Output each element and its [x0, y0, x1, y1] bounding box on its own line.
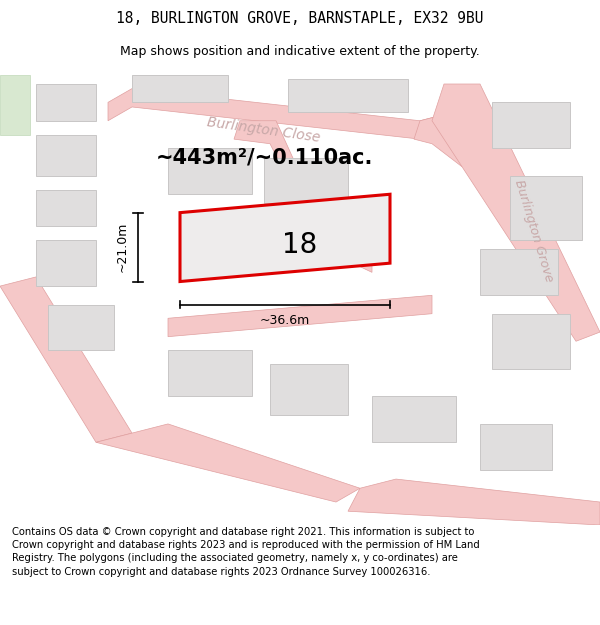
Polygon shape	[168, 148, 252, 194]
Polygon shape	[510, 176, 582, 240]
Polygon shape	[492, 314, 570, 369]
Polygon shape	[168, 351, 252, 396]
Text: Contains OS data © Crown copyright and database right 2021. This information is : Contains OS data © Crown copyright and d…	[12, 527, 480, 576]
Text: ~21.0m: ~21.0m	[116, 222, 129, 272]
Text: Burlington Close: Burlington Close	[206, 115, 322, 145]
Polygon shape	[480, 424, 552, 470]
Polygon shape	[288, 79, 408, 111]
Polygon shape	[36, 240, 96, 286]
Polygon shape	[36, 134, 96, 176]
Text: 18: 18	[283, 231, 317, 259]
Text: 18, BURLINGTON GROVE, BARNSTAPLE, EX32 9BU: 18, BURLINGTON GROVE, BARNSTAPLE, EX32 9…	[116, 11, 484, 26]
Polygon shape	[180, 194, 390, 281]
Polygon shape	[36, 84, 96, 121]
Polygon shape	[270, 364, 348, 415]
Text: ~36.6m: ~36.6m	[260, 314, 310, 327]
Polygon shape	[432, 84, 600, 341]
Polygon shape	[234, 121, 372, 272]
Polygon shape	[480, 249, 558, 295]
Polygon shape	[414, 111, 480, 167]
Polygon shape	[0, 277, 132, 442]
Polygon shape	[0, 75, 30, 134]
Polygon shape	[264, 158, 348, 204]
Polygon shape	[492, 102, 570, 148]
Text: Burlington Grove: Burlington Grove	[512, 178, 556, 284]
Polygon shape	[348, 479, 600, 525]
Polygon shape	[108, 89, 456, 139]
Polygon shape	[36, 189, 96, 226]
Polygon shape	[48, 304, 114, 351]
Polygon shape	[168, 295, 432, 337]
Text: ~443m²/~0.110ac.: ~443m²/~0.110ac.	[156, 148, 373, 168]
Polygon shape	[372, 396, 456, 442]
Polygon shape	[96, 424, 360, 502]
Text: Map shows position and indicative extent of the property.: Map shows position and indicative extent…	[120, 45, 480, 58]
Polygon shape	[132, 75, 228, 102]
